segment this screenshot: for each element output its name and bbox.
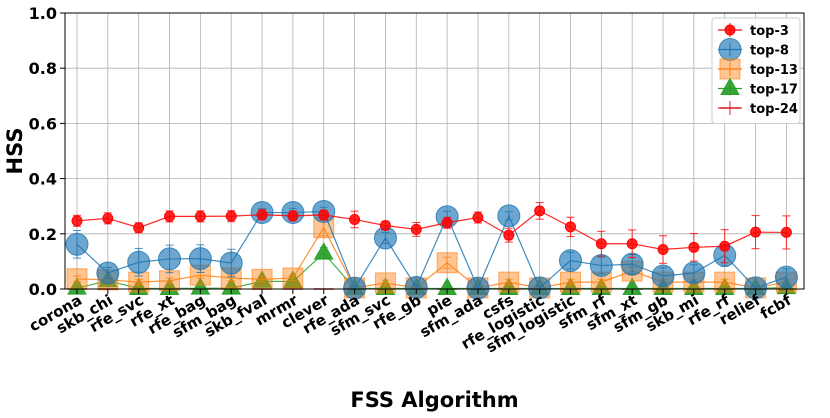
- legend-marker: [719, 58, 741, 80]
- data-point: [65, 232, 89, 256]
- data-point: [221, 277, 242, 295]
- data-point: [436, 252, 458, 274]
- legend-label: top-17: [750, 83, 798, 98]
- data-point: [714, 277, 735, 295]
- plot-frame: [64, 12, 805, 290]
- data-point: [589, 254, 613, 278]
- data-point: [744, 276, 768, 300]
- data-point: [127, 250, 151, 274]
- data-point: [466, 276, 490, 300]
- y-axis-title: HSS: [3, 128, 27, 175]
- data-point: [503, 229, 515, 241]
- data-point: [410, 223, 422, 235]
- data-point: [375, 277, 396, 295]
- data-point: [564, 221, 576, 233]
- data-point: [780, 226, 792, 238]
- data-point: [194, 210, 206, 222]
- x-ticks: coronaskb_chirfe_svcrfe_xtrfe_bagsfm_bag…: [26, 289, 795, 356]
- data-point: [159, 270, 181, 292]
- y-tick-label: 1.0: [29, 4, 57, 23]
- y-tick-label: 0.0: [29, 280, 57, 299]
- data-point: [657, 244, 669, 256]
- data-point: [128, 277, 149, 295]
- legend-label: top-8: [750, 44, 789, 59]
- legend-label: top-24: [750, 102, 798, 117]
- data-point: [343, 276, 367, 300]
- y-ticks: 0.0 0.2 0.4 0.6 0.8 1.0: [29, 4, 65, 299]
- data-point: [219, 251, 243, 275]
- data-point: [158, 247, 182, 271]
- data-point: [558, 249, 582, 273]
- data-point: [349, 213, 361, 225]
- data-point: [688, 241, 700, 253]
- data-point: [404, 275, 428, 299]
- data-point: [498, 277, 519, 295]
- data-point: [313, 242, 334, 260]
- y-tick-label: 0.4: [29, 170, 57, 189]
- data-point: [282, 267, 304, 289]
- data-point: [684, 277, 704, 295]
- data-point: [441, 217, 453, 229]
- data-point: [622, 277, 643, 295]
- data-point: [591, 277, 612, 295]
- series-line: [76, 226, 787, 289]
- x-axis-title: FSS Algorithm: [350, 388, 518, 412]
- series-line: [76, 210, 787, 290]
- series-layer: [65, 199, 798, 300]
- legend-marker: [718, 38, 742, 61]
- data-point: [534, 205, 546, 217]
- series-line: [76, 210, 787, 251]
- series-top-3: [71, 202, 792, 264]
- data-point: [256, 209, 268, 221]
- data-point: [379, 220, 391, 232]
- data-point: [225, 210, 237, 222]
- data-point: [497, 204, 521, 228]
- data-point: [102, 212, 114, 224]
- data-point: [437, 277, 457, 295]
- data-point: [66, 268, 88, 290]
- data-point: [774, 265, 798, 289]
- legend-marker: [720, 77, 740, 95]
- data-point: [287, 210, 299, 222]
- y-tick-label: 0.2: [29, 225, 57, 244]
- y-tick-label: 0.6: [29, 114, 57, 133]
- data-point: [472, 212, 484, 224]
- data-point: [190, 277, 211, 295]
- legend-label: top-13: [750, 63, 798, 78]
- data-point: [133, 222, 145, 234]
- data-point: [595, 238, 607, 250]
- data-point: [682, 261, 706, 285]
- data-point: [251, 268, 273, 290]
- data-point: [626, 238, 638, 250]
- legend-label: top-3: [750, 24, 789, 39]
- legend-marker: [724, 24, 736, 36]
- data-point: [318, 209, 330, 221]
- data-point: [750, 226, 762, 238]
- data-point: [71, 215, 83, 227]
- data-point: [719, 240, 731, 252]
- data-point: [164, 210, 176, 222]
- data-point: [528, 276, 552, 300]
- legend: top-3 top-8 top-13 top-17 top-24: [711, 17, 801, 124]
- data-point: [96, 261, 120, 285]
- y-tick-label: 0.8: [29, 59, 57, 78]
- data-point: [67, 277, 87, 295]
- data-point: [651, 264, 675, 288]
- data-point: [188, 247, 212, 271]
- data-point: [560, 277, 581, 295]
